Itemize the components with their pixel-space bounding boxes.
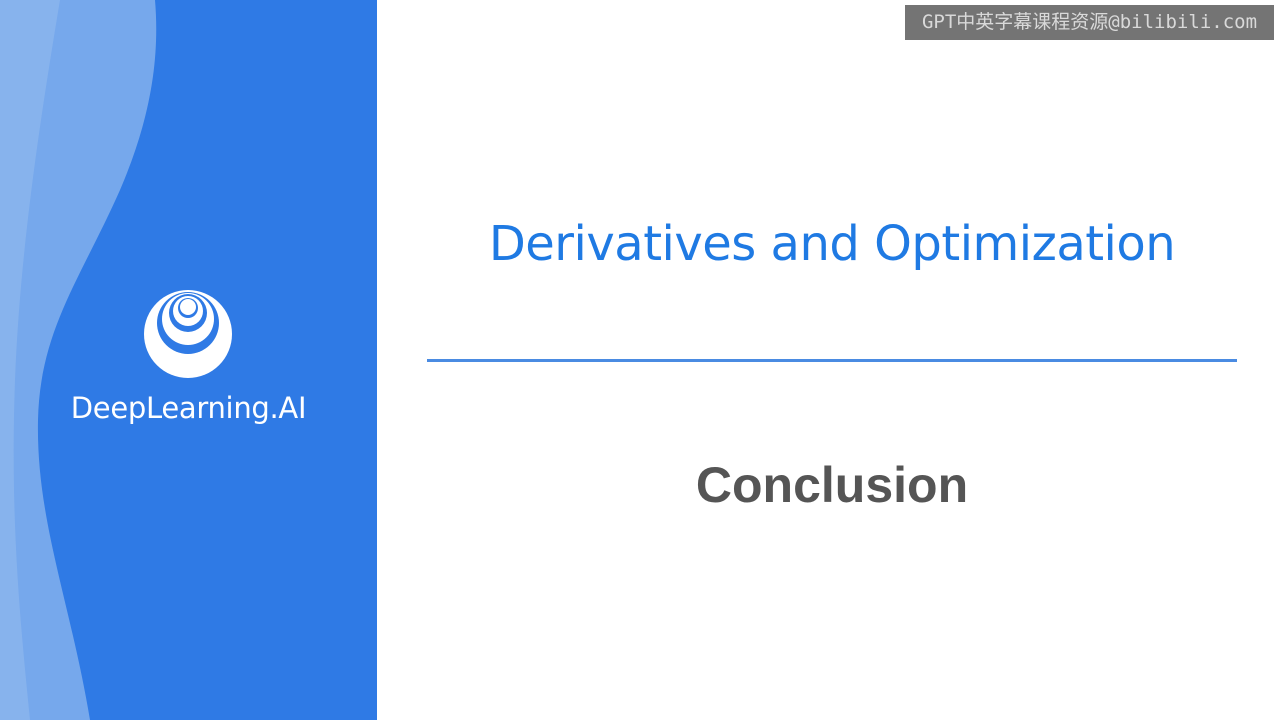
wave-decoration [0,0,157,720]
slide-title: Derivatives and Optimization [488,216,1176,272]
title-divider [427,359,1237,362]
slide-subtitle: Conclusion [695,457,969,513]
brand-name: DeepLearning.AI [70,391,307,425]
concentric-circles-logo-icon [144,290,232,378]
brand-side-panel: DeepLearning.AI [0,0,377,720]
watermark-label: GPT中英字幕课程资源@bilibili.com [905,5,1274,40]
